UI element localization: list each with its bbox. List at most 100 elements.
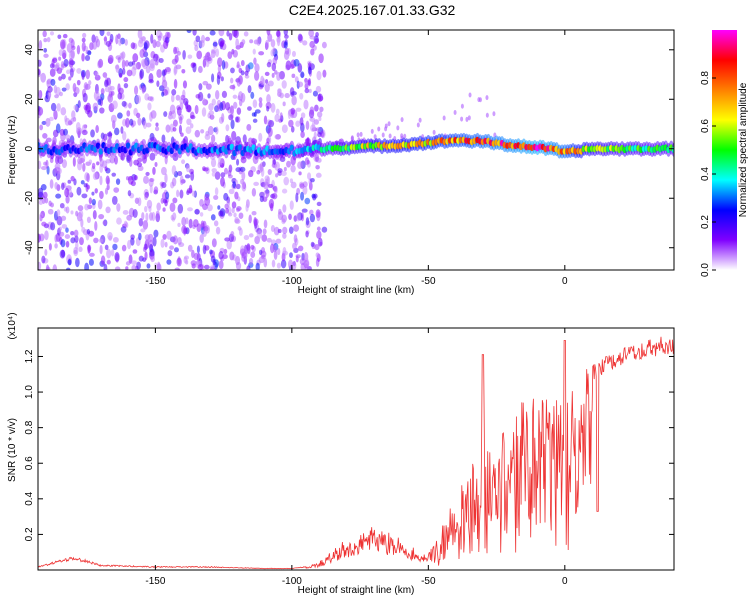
x-tick-label: -150 xyxy=(145,576,165,587)
noise-blob xyxy=(198,83,203,91)
noise-blob xyxy=(105,40,112,47)
noise-blob xyxy=(218,260,224,270)
noise-blob xyxy=(40,72,47,83)
noise-blob xyxy=(267,80,274,87)
x-tick-label: 0 xyxy=(562,276,568,287)
noise-blob xyxy=(43,37,48,43)
noise-blob xyxy=(136,162,143,168)
noise-blob xyxy=(81,71,85,81)
x-tick-label: -50 xyxy=(421,276,436,287)
noise-blob xyxy=(279,92,284,99)
noise-blob xyxy=(174,267,180,270)
noise-blob xyxy=(266,105,270,112)
noise-blob xyxy=(196,50,203,60)
noise-blob xyxy=(274,134,281,140)
noise-blob xyxy=(225,124,230,132)
noise-blob xyxy=(226,30,230,37)
noise-blob xyxy=(72,156,76,167)
noise-blob xyxy=(116,203,121,212)
noise-blob xyxy=(105,206,111,214)
noise-blob xyxy=(145,171,150,176)
noise-blob xyxy=(263,181,270,190)
colorbar-tick-label: 0.4 xyxy=(700,167,711,181)
noise-blob xyxy=(172,235,178,245)
noise-blob xyxy=(179,175,184,186)
x-tick-label: -150 xyxy=(145,276,165,287)
noise-blob xyxy=(41,255,46,264)
noise-blob xyxy=(61,73,66,80)
noise-blob xyxy=(235,38,240,48)
y-tick-label: -40 xyxy=(24,240,35,255)
noise-blob xyxy=(112,243,118,251)
noise-blob xyxy=(196,245,200,254)
noise-blob xyxy=(284,47,290,55)
noise-blob xyxy=(177,203,184,214)
noise-blob xyxy=(91,40,98,50)
noise-blob xyxy=(304,197,311,205)
noise-blob xyxy=(258,132,263,142)
y-tick-label: 1.2 xyxy=(24,349,35,363)
noise-blob xyxy=(88,258,94,266)
noise-blob xyxy=(197,65,203,74)
noise-blob xyxy=(295,213,301,222)
noise-blob xyxy=(191,249,195,259)
noise-blob xyxy=(291,50,296,58)
noise-blob xyxy=(147,102,152,111)
noise-blob xyxy=(176,257,182,267)
noise-blob xyxy=(123,77,129,83)
noise-blob xyxy=(384,126,388,132)
noise-blob xyxy=(59,202,65,209)
noise-blob xyxy=(256,37,261,46)
noise-blob xyxy=(370,128,374,134)
noise-blob xyxy=(92,210,97,220)
noise-blob xyxy=(273,250,278,260)
noise-blob xyxy=(97,60,102,69)
noise-blob xyxy=(314,243,320,251)
noise-blob xyxy=(356,132,360,138)
noise-blob xyxy=(78,246,83,252)
noise-blob xyxy=(318,53,324,64)
noise-blob xyxy=(138,255,144,262)
noise-blob xyxy=(181,159,186,165)
noise-blob xyxy=(109,85,115,91)
noise-blob xyxy=(166,259,172,265)
noise-blob xyxy=(179,189,184,199)
colorbar-tick-label: 0.2 xyxy=(700,215,711,229)
noise-blob xyxy=(205,36,211,42)
noise-blob xyxy=(184,174,191,179)
noise-blob xyxy=(46,36,51,43)
noise-blob xyxy=(307,66,312,75)
noise-blob xyxy=(265,79,269,84)
noise-blob xyxy=(305,217,310,226)
noise-blob xyxy=(287,259,294,270)
noise-blob xyxy=(270,39,276,48)
noise-blob xyxy=(315,32,319,38)
noise-blob xyxy=(122,68,126,75)
noise-blob xyxy=(65,195,70,204)
noise-blob xyxy=(418,117,422,123)
noise-blob xyxy=(244,70,249,76)
noise-blob xyxy=(251,188,257,197)
noise-blob xyxy=(38,89,41,99)
noise-blob xyxy=(38,106,44,116)
noise-blob xyxy=(319,106,324,113)
noise-blob xyxy=(80,218,84,228)
noise-blob xyxy=(234,191,239,200)
noise-blob xyxy=(80,180,85,185)
noise-blob xyxy=(209,249,213,255)
noise-blob xyxy=(193,252,199,261)
noise-blob xyxy=(62,52,67,60)
noise-blob xyxy=(125,266,129,270)
noise-blob xyxy=(170,94,175,103)
noise-blob xyxy=(91,191,95,196)
noise-blob xyxy=(298,171,302,176)
noise-blob xyxy=(194,44,199,52)
noise-blob xyxy=(262,228,267,235)
noise-blob xyxy=(146,263,151,269)
noise-blob xyxy=(61,224,68,229)
noise-blob xyxy=(309,213,316,223)
noise-blob xyxy=(291,73,296,79)
noise-blob xyxy=(131,264,137,270)
noise-blob xyxy=(114,155,118,165)
noise-blob xyxy=(91,162,96,170)
